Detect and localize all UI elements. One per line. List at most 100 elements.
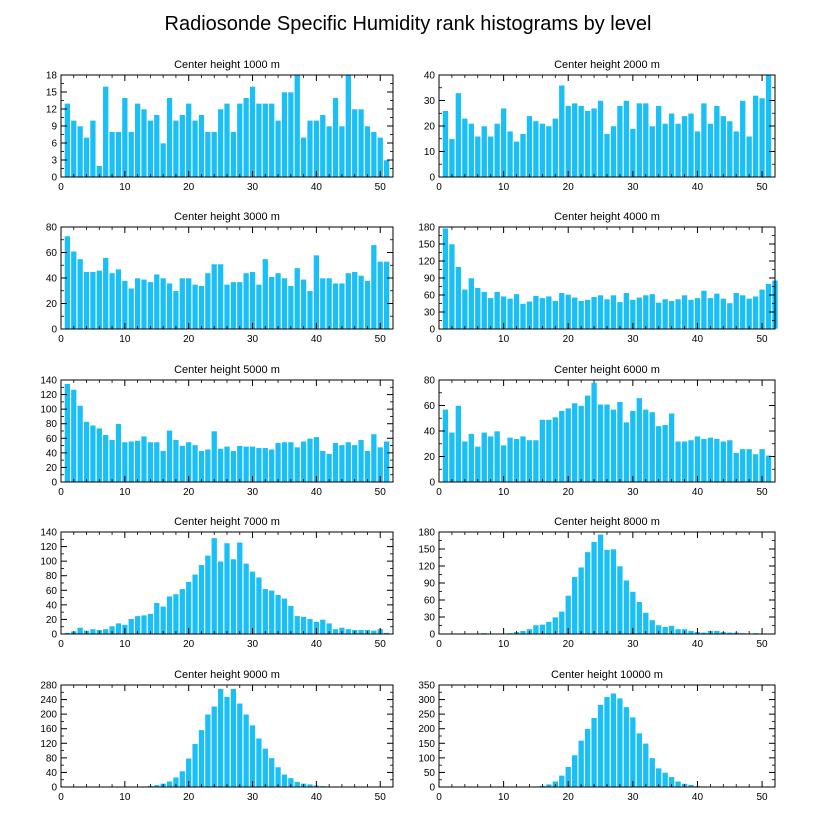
histogram-bar: [597, 294, 604, 330]
y-tick-label: 80: [424, 376, 436, 387]
y-tick-label: 60: [46, 586, 58, 597]
y-tick-label: 9: [51, 122, 57, 133]
histogram-bar: [153, 273, 161, 330]
histogram-bar: [694, 130, 701, 178]
histogram-bar: [752, 95, 759, 178]
histogram-bar: [603, 549, 611, 635]
histogram-bar: [89, 120, 97, 178]
panel-title: Center height 8000 m: [554, 516, 660, 528]
y-tick-label: 280: [40, 681, 57, 692]
histogram-bar: [623, 421, 630, 483]
histogram-bar: [506, 298, 514, 330]
histogram-bar: [83, 271, 90, 330]
histogram-bar: [564, 105, 572, 178]
histogram-bar: [745, 298, 753, 330]
histogram-bar: [172, 439, 180, 483]
panel-title: Center height 9000 m: [174, 669, 280, 681]
x-tick-label: 30: [627, 487, 639, 498]
histogram-bar: [739, 294, 746, 330]
histogram-bar: [191, 743, 199, 788]
y-tick-label: 20: [46, 299, 58, 310]
histogram-bar: [89, 628, 97, 635]
histogram-bar: [577, 405, 585, 483]
histogram-bar: [351, 444, 358, 483]
histogram-bar: [198, 729, 205, 788]
x-tick-label: 40: [692, 487, 704, 498]
histogram-bar: [487, 135, 494, 178]
y-tick-label: 20: [424, 452, 436, 463]
histogram-bar: [281, 773, 288, 788]
y-tick-label: 80: [46, 753, 58, 764]
histogram-bar: [338, 444, 346, 483]
histogram-bar: [223, 542, 231, 635]
histogram-bar: [732, 452, 740, 483]
histogram-bar: [159, 142, 167, 178]
histogram-bar: [76, 405, 84, 483]
x-tick-label: 40: [311, 182, 323, 193]
y-tick-label: 10: [424, 147, 436, 158]
histogram-bar: [648, 125, 656, 178]
y-tick-label: 120: [40, 739, 57, 750]
histogram-bar: [325, 125, 333, 178]
histogram-bar: [642, 612, 650, 635]
histogram-bar: [590, 541, 598, 635]
histogram-bar: [198, 564, 205, 635]
histogram-bar: [745, 448, 753, 483]
histogram-bar: [726, 120, 734, 178]
histogram-bar: [96, 427, 103, 483]
histogram-bar: [552, 300, 559, 330]
histogram-bar: [623, 100, 630, 178]
histogram-bar: [558, 775, 566, 788]
x-tick-label: 10: [119, 334, 131, 345]
y-tick-label: 20: [46, 463, 58, 474]
histogram-bar: [242, 713, 250, 788]
y-tick-label: 12: [46, 105, 58, 116]
histogram-bar: [172, 120, 180, 178]
histogram-bar: [204, 713, 212, 788]
histogram-bar: [70, 120, 78, 178]
y-tick-label: 60: [424, 401, 436, 412]
histogram-bar: [300, 440, 307, 483]
histogram-bar: [102, 434, 109, 483]
histogram-bar: [577, 300, 585, 330]
histogram-bar: [661, 123, 669, 178]
histogram-panel: Center height 9000 m 0 10 20 30 40 50 0 40 80 120 1…: [40, 669, 394, 803]
histogram-bar: [357, 108, 365, 178]
histogram-bar: [134, 103, 141, 178]
x-tick-label: 40: [692, 792, 704, 803]
histogram-bar: [345, 441, 352, 483]
histogram-bar: [752, 453, 759, 483]
histogram-bar: [210, 537, 218, 635]
histogram-bar: [603, 696, 611, 788]
y-tick-label: 20: [424, 122, 436, 133]
histogram-bar: [370, 433, 378, 483]
histogram-bar: [140, 278, 148, 330]
y-tick-label: 300: [418, 695, 435, 706]
histogram-bar: [127, 618, 135, 635]
histogram-bar: [64, 235, 71, 330]
histogram-bar: [455, 405, 462, 483]
histogram-bar: [616, 301, 624, 330]
histogram-bar: [293, 267, 301, 330]
x-tick-label: 40: [692, 639, 704, 650]
histogram-bar: [268, 276, 275, 330]
histogram-bar: [461, 118, 469, 178]
histogram-bar: [681, 115, 688, 178]
histogram-bar: [83, 137, 90, 178]
histogram-bar: [532, 439, 540, 483]
histogram-bar: [571, 402, 578, 483]
y-tick-label: 40: [46, 448, 58, 459]
y-tick-label: 100: [40, 557, 57, 568]
y-tick-label: 60: [46, 248, 58, 259]
figure-title: Radiosonde Specific Humidity rank histog…: [165, 13, 652, 35]
histogram-bar: [210, 131, 218, 178]
histogram-bar: [448, 431, 456, 483]
histogram-bar: [332, 282, 339, 330]
histogram-bar: [306, 618, 314, 635]
histogram-bar: [351, 108, 358, 178]
histogram-bar: [455, 92, 462, 178]
histogram-bar: [603, 133, 611, 178]
histogram-bar: [108, 131, 116, 178]
histogram-bar: [577, 105, 585, 178]
x-tick-label: 0: [436, 182, 442, 193]
